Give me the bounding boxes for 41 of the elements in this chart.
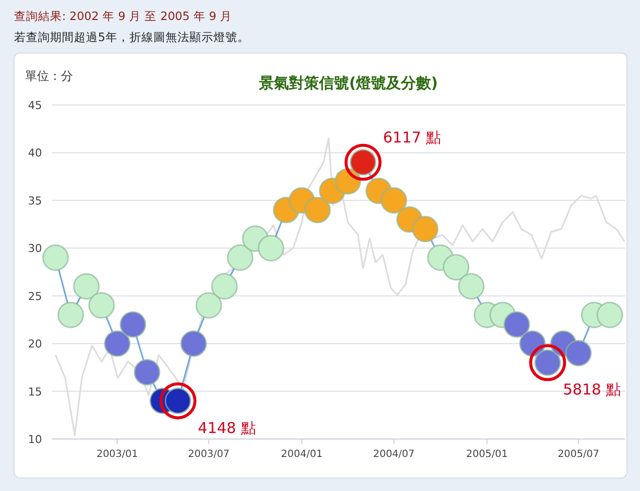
point — [258, 234, 284, 262]
text: 查詢結果: 2002 年 9 月 至 2005 年 9 月 — [14, 9, 232, 23]
x-tick-label: 2005/01 — [466, 449, 508, 460]
x-tick-label: 2003/01 — [96, 449, 138, 460]
point — [226, 244, 254, 271]
point — [211, 273, 238, 300]
annotation: 5818 點 — [563, 380, 621, 399]
point — [412, 216, 438, 242]
y-tick-label: 15 — [28, 385, 42, 398]
annotation: 4148 點 — [198, 418, 256, 437]
point — [104, 330, 130, 357]
point — [504, 311, 530, 338]
text: 若查詢期間超過5年，折線圖無法顯示燈號。 — [14, 30, 250, 44]
y-tick-label: 40 — [28, 146, 42, 160]
point — [73, 273, 100, 300]
point — [458, 273, 485, 300]
annotation: 6117 點 — [383, 128, 441, 146]
point — [120, 311, 146, 338]
y-tick-label: 10 — [28, 433, 42, 446]
point — [88, 292, 115, 319]
y-axis-title: 單位：分 — [25, 69, 73, 83]
point — [596, 302, 624, 328]
point — [304, 196, 331, 224]
x-tick-label: 2004/01 — [281, 449, 323, 460]
x-tick-label: 2005/07 — [558, 449, 600, 460]
point — [180, 330, 207, 357]
y-tick-label: 25 — [28, 290, 42, 303]
point — [42, 244, 69, 271]
y-tick-label: 35 — [28, 194, 42, 208]
y-tick-label: 45 — [28, 99, 42, 112]
chart-title: 景氣對策信號(燈號及分數) — [258, 74, 438, 92]
x-tick-label: 2004/07 — [373, 449, 415, 460]
point — [565, 340, 592, 366]
point — [134, 358, 160, 386]
y-tick-label: 20 — [28, 338, 42, 351]
x-tick-label: 2003/07 — [188, 449, 230, 460]
point — [196, 292, 222, 319]
point — [57, 302, 84, 328]
point — [442, 254, 470, 280]
point — [380, 187, 408, 214]
y-tick-label: 30 — [28, 242, 42, 256]
